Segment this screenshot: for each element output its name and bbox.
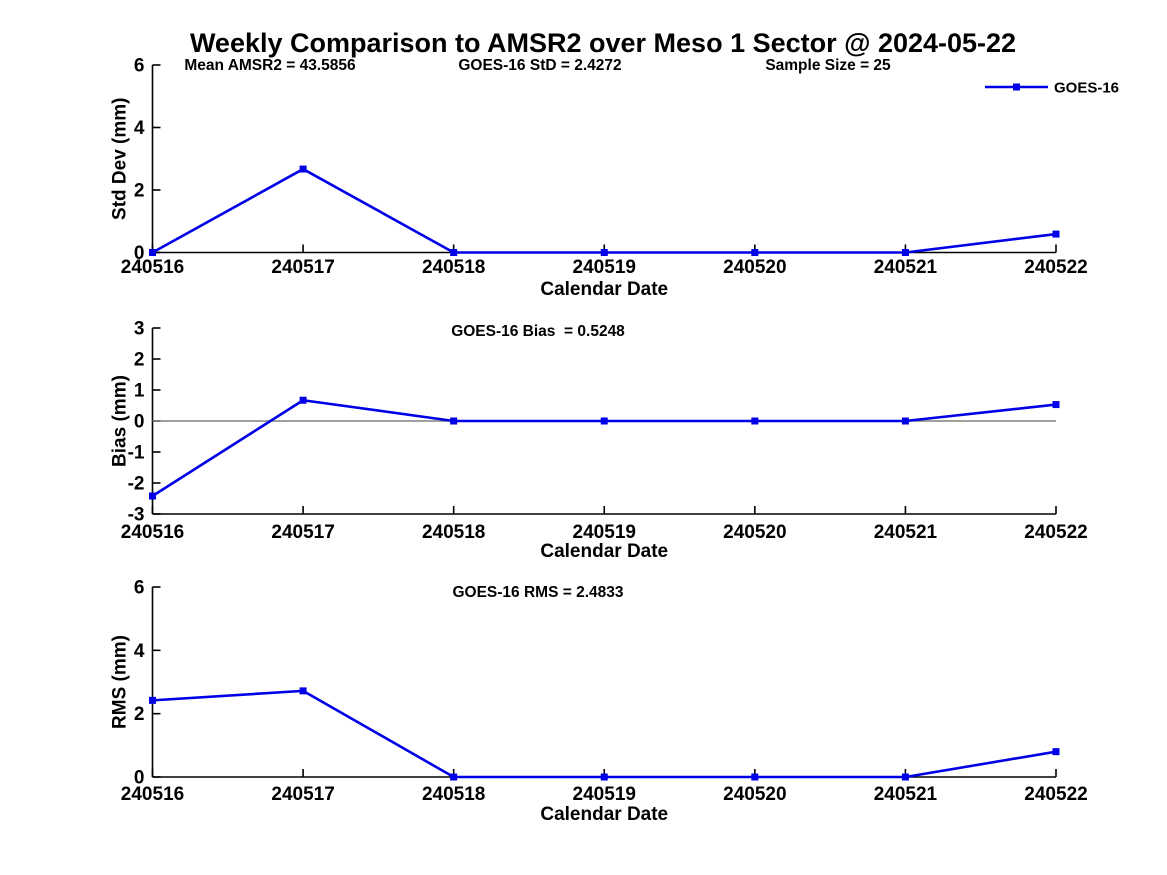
subplots-group: 0 2 4 6 240516 240517 240518 240519 240520 240521… — [110, 56, 1120, 826]
x-tick-label: 240518 — [422, 522, 485, 543]
stat-annotation: GOES-16 StD = 2.4272 — [458, 57, 621, 74]
y-tick-label: 2 — [134, 350, 145, 371]
x-tick-label: 240522 — [1024, 257, 1087, 278]
x-tick-label: 240518 — [422, 784, 485, 805]
x-axis-label: Calendar Date — [540, 279, 668, 300]
goes16-data-line — [151, 167, 1057, 254]
x-axis-label: Calendar Date — [540, 541, 668, 562]
data-point-marker — [600, 249, 608, 256]
stat-annotation: GOES-16 RMS = 2.4833 — [452, 584, 623, 601]
stat-annotation: Sample Size = 25 — [765, 57, 891, 74]
x-tick-label: 240522 — [1024, 784, 1087, 805]
data-point-marker — [901, 773, 909, 781]
data-point-marker — [299, 396, 307, 404]
x-tick-label: 240518 — [422, 257, 485, 278]
data-point-marker — [1052, 230, 1060, 238]
legend-marker-sample — [1013, 83, 1020, 91]
legend-label: GOES-16 — [1054, 80, 1119, 97]
figure-title: Weekly Comparison to AMSR2 over Meso 1 S… — [190, 28, 1016, 58]
y-tick-label: 2 — [134, 704, 145, 725]
data-point-marker — [450, 773, 458, 781]
data-point-marker — [149, 696, 156, 704]
goes16-data-line — [152, 689, 1057, 779]
stat-annotation: Mean AMSR2 = 43.5856 — [184, 57, 356, 74]
y-axis-label: Bias (mm) — [110, 375, 131, 467]
x-tick-label: 240521 — [874, 257, 938, 278]
y-tick-label: 2 — [134, 181, 145, 202]
stat-annotation: GOES-16 Bias = 0.5248 — [451, 323, 625, 340]
x-axis-label: Calendar Date — [540, 804, 668, 825]
y-tick-label: 3 — [134, 319, 145, 340]
y-tick-label: 6 — [134, 56, 145, 77]
data-point-marker — [149, 492, 156, 500]
y-tick-label: 0 — [134, 768, 145, 789]
data-point-marker — [1052, 401, 1060, 409]
y-tick-label: 6 — [134, 578, 145, 599]
bias-subplot: -3 -2 -1 0 1 2 3 240516 240517 240518 240519 240520… — [110, 319, 1088, 563]
x-tick-label: 240519 — [573, 522, 636, 543]
x-tick-label: 240516 — [121, 257, 184, 278]
x-tick-label: 240516 — [121, 784, 184, 805]
std-dev-subplot: 0 2 4 6 240516 240517 240518 240519 240520 240521… — [110, 56, 1120, 301]
data-point-marker — [149, 249, 156, 256]
data-point-marker — [299, 687, 307, 695]
data-point-marker — [600, 773, 608, 781]
data-point-marker — [751, 773, 759, 781]
legend: GOES-16 — [985, 80, 1119, 97]
y-tick-label: 4 — [134, 641, 145, 662]
x-tick-label: 240520 — [723, 522, 786, 543]
y-axis-label: RMS (mm) — [110, 635, 131, 729]
x-tick-label: 240517 — [271, 257, 334, 278]
y-axis-label: Std Dev (mm) — [110, 98, 131, 220]
y-tick-label: -1 — [128, 443, 145, 464]
x-tick-label: 240520 — [723, 257, 786, 278]
goes16-data-line — [151, 398, 1057, 498]
y-tick-label: 0 — [134, 243, 145, 264]
x-tick-label: 240521 — [874, 522, 938, 543]
y-tick-label: -2 — [128, 474, 145, 495]
x-tick-label: 240517 — [271, 784, 334, 805]
y-tick-label: -3 — [128, 505, 145, 526]
data-point-marker — [600, 417, 608, 425]
data-point-marker — [1052, 748, 1060, 756]
x-tick-label: 240519 — [573, 784, 636, 805]
data-point-marker — [901, 417, 909, 425]
x-tick-label: 240522 — [1024, 522, 1087, 543]
data-point-marker — [450, 249, 458, 256]
x-tick-label: 240519 — [573, 257, 636, 278]
data-point-marker — [901, 249, 909, 256]
x-tick-label: 240520 — [723, 784, 786, 805]
x-tick-label: 240521 — [874, 784, 938, 805]
y-tick-label: 4 — [134, 118, 145, 139]
x-tick-label: 240516 — [121, 522, 184, 543]
data-point-marker — [751, 249, 759, 256]
y-tick-label: 1 — [134, 381, 145, 402]
x-tick-label: 240517 — [271, 522, 334, 543]
y-tick-label: 0 — [134, 412, 145, 433]
data-point-marker — [450, 417, 458, 425]
rms-subplot: 0 2 4 6 240516 240517 240518 240519 240520 240521… — [110, 578, 1088, 826]
data-point-marker — [751, 417, 759, 425]
data-point-marker — [299, 165, 307, 173]
